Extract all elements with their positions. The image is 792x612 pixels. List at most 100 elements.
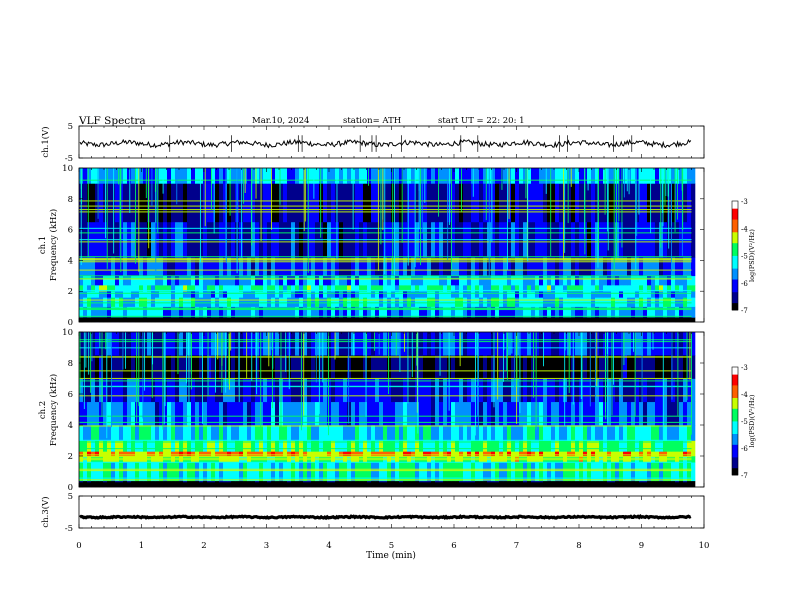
spectrogram-cell	[159, 257, 164, 277]
spectrogram-cell	[155, 291, 160, 298]
spectrogram-cell	[427, 462, 432, 482]
spectrogram-cell	[179, 355, 184, 379]
spectrogram-cell	[231, 451, 236, 457]
spectrogram-cell	[367, 297, 372, 307]
spectrogram-line	[79, 292, 692, 294]
spectrogram-cell	[611, 285, 616, 292]
spectrogram-cell	[247, 183, 252, 223]
spectrogram-cell	[415, 297, 420, 307]
spectrogram-cell	[347, 297, 352, 307]
spectrogram-cell	[331, 257, 336, 277]
spectrogram-cell	[503, 332, 508, 356]
sferic	[271, 168, 272, 230]
spectrogram-cell	[151, 355, 156, 379]
spectrogram-cell	[479, 275, 484, 286]
spectrogram-cell	[475, 291, 480, 298]
spectrogram-cell	[367, 306, 372, 318]
spectrogram-cell	[403, 291, 408, 298]
spectrogram-cell	[619, 306, 624, 318]
spectrogram-cell	[563, 462, 568, 482]
spectrogram-cell	[583, 378, 588, 403]
spectrogram-cell	[647, 425, 652, 441]
spectrogram-cell	[431, 297, 436, 307]
spectrogram-cell	[291, 285, 296, 292]
spectrogram-cell	[407, 332, 412, 356]
spectrogram-cell	[531, 306, 536, 318]
spectrogram-cell	[471, 440, 476, 452]
sferic	[243, 168, 245, 204]
spectrogram-cell	[523, 291, 528, 298]
spectrogram-cell	[551, 168, 556, 184]
spectrogram-cell	[335, 332, 340, 356]
spectrogram-cell	[479, 297, 484, 307]
spectrogram-cell	[307, 401, 312, 426]
spectrogram-cell	[83, 297, 88, 307]
sferic	[106, 332, 108, 439]
spectrogram-cell	[635, 291, 640, 298]
spectrogram-cell	[83, 275, 88, 286]
spectrogram-line	[79, 439, 692, 441]
spectrogram-cell	[479, 285, 484, 292]
spectrogram-cell	[107, 285, 112, 292]
spectrogram-cell	[191, 462, 196, 482]
spectrogram-cell	[99, 462, 104, 482]
spectrogram-cell	[203, 355, 208, 379]
spectrogram-cell	[235, 297, 240, 307]
spectrogram-cell	[427, 306, 432, 318]
sferic	[503, 332, 505, 382]
spectrogram-cell	[591, 378, 596, 403]
spectrogram-cell	[499, 306, 504, 318]
spectrogram-cell	[671, 285, 676, 292]
spectrogram-cell	[239, 451, 244, 457]
spectrogram-cell	[651, 285, 656, 292]
spectrogram-cell	[611, 440, 616, 452]
colorbar-cell	[732, 300, 738, 304]
colorbar-cell	[732, 270, 738, 273]
spectrogram-cell	[675, 257, 680, 277]
spectrogram-cell	[467, 332, 472, 356]
spectrogram-cell	[159, 297, 164, 307]
spectrogram-cell	[355, 425, 360, 441]
spectrogram-cell	[659, 425, 664, 441]
spectrogram-cell	[619, 168, 624, 184]
spectrogram-cell	[371, 425, 376, 441]
spectrogram-cell	[407, 306, 412, 318]
spectrogram-cell	[519, 355, 524, 379]
spectrogram-cell	[643, 462, 648, 482]
spectrogram-cell	[167, 168, 172, 184]
spectrogram-cell	[215, 378, 220, 403]
sferic	[407, 332, 409, 404]
spectrogram-cell	[395, 401, 400, 426]
spectrogram-cell	[503, 451, 508, 457]
colorbar-cell	[732, 211, 738, 215]
spectrogram-cell	[291, 425, 296, 441]
spectrogram-cell	[103, 451, 108, 457]
sferic	[418, 168, 420, 230]
sferic	[365, 332, 367, 355]
spectrogram-cell	[195, 355, 200, 379]
spectrogram-cell	[635, 462, 640, 482]
spectrogram-cell	[251, 168, 256, 184]
sferic	[378, 332, 380, 355]
spectrogram-cell	[267, 183, 272, 223]
spectrogram-cell	[191, 183, 196, 223]
spectrogram-cell	[287, 183, 292, 223]
spectrogram-cell	[163, 291, 168, 298]
spectrogram-cell	[431, 168, 436, 184]
spectrogram-cell	[115, 285, 120, 292]
spectrogram-cell	[559, 275, 564, 286]
spectrogram-cell	[359, 275, 364, 286]
spectrogram-line	[79, 341, 692, 343]
spectrogram-cell	[663, 451, 668, 457]
spectrogram-cell	[479, 332, 484, 356]
spectrogram-cell	[235, 462, 240, 482]
spectrogram-cell	[435, 401, 440, 426]
spectrogram-cell	[139, 183, 144, 223]
spectrogram-cell	[375, 285, 380, 292]
spectrogram-cell	[551, 401, 556, 426]
spectrogram-cell	[591, 285, 596, 292]
spectrogram-cell	[399, 440, 404, 452]
spectrogram-cell	[399, 451, 404, 457]
spectrogram-cell	[247, 257, 252, 277]
spectrogram-cell	[103, 401, 108, 426]
